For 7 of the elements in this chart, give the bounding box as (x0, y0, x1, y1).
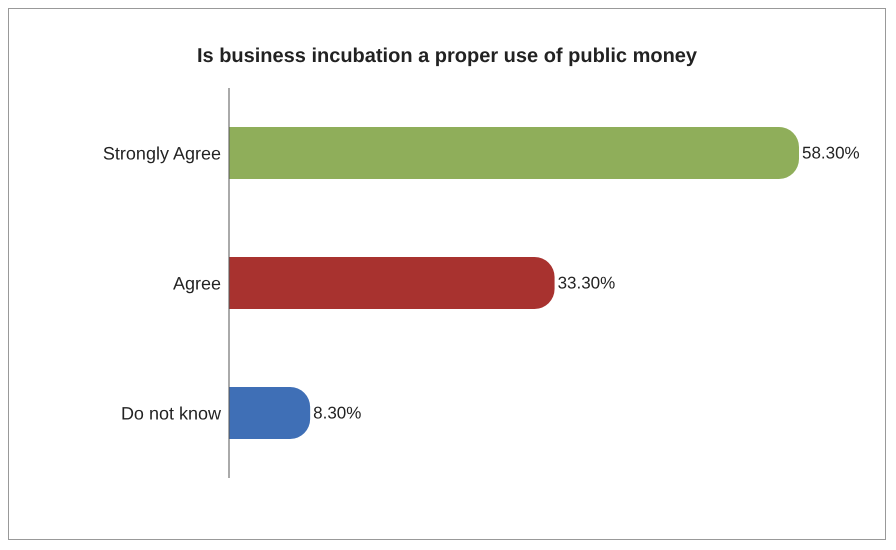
y-tick-label: Agree (172, 273, 221, 294)
chart-title: Is business incubation a proper use of public money (196, 45, 698, 68)
data-label: 33.30% (558, 274, 616, 292)
y-tick-label: Strongly Agree (102, 143, 221, 164)
data-label: 8.30% (313, 404, 362, 422)
data-label: 58.30% (802, 144, 860, 162)
y-tick-label: Do not know (120, 403, 222, 424)
